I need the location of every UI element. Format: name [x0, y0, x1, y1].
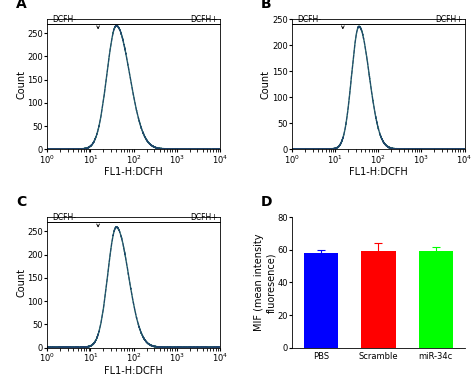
- Text: D: D: [261, 196, 273, 209]
- Text: DCFH-: DCFH-: [52, 213, 76, 222]
- Y-axis label: MIF (mean intensity
fluoresence): MIF (mean intensity fluoresence): [255, 234, 276, 331]
- X-axis label: FL1-H:DCFH: FL1-H:DCFH: [349, 167, 408, 177]
- Y-axis label: Count: Count: [16, 268, 26, 297]
- Bar: [361, 251, 396, 348]
- Text: A: A: [17, 0, 27, 11]
- X-axis label: FL1-H:DCFH: FL1-H:DCFH: [104, 366, 163, 376]
- Text: DCFH+: DCFH+: [190, 213, 218, 222]
- Text: C: C: [17, 196, 27, 209]
- Text: DCFH-: DCFH-: [297, 15, 321, 24]
- Text: B: B: [261, 0, 272, 11]
- Text: DCFH+: DCFH+: [435, 15, 463, 24]
- Text: DCFH-: DCFH-: [52, 15, 76, 24]
- Y-axis label: Count: Count: [261, 70, 271, 99]
- Y-axis label: Count: Count: [16, 70, 26, 99]
- Text: DCFH+: DCFH+: [190, 15, 218, 24]
- Bar: [419, 251, 453, 348]
- Bar: [304, 253, 338, 348]
- X-axis label: FL1-H:DCFH: FL1-H:DCFH: [104, 167, 163, 177]
